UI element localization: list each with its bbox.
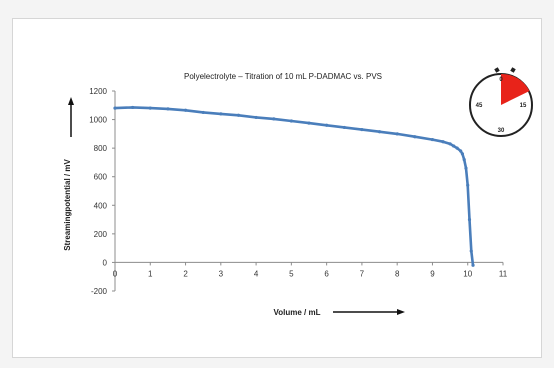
y-tick-label: 200 (94, 230, 108, 239)
data-point (289, 119, 293, 123)
data-point (460, 152, 465, 156)
x-axis-arrow (333, 309, 405, 315)
x-axis-label: Volume / mL (274, 308, 321, 317)
stopwatch-segment (501, 73, 530, 105)
y-axis-label: Streamingpotential / mV (63, 159, 72, 251)
x-tick-label: 7 (360, 269, 365, 278)
series-line (114, 106, 475, 266)
y-axis-arrow (68, 97, 74, 137)
x-tick-label: 3 (219, 269, 224, 278)
data-point (148, 106, 152, 110)
data-point (113, 106, 117, 110)
data-point (469, 249, 473, 253)
data-point (413, 135, 417, 139)
y-tick-label: 600 (94, 173, 108, 182)
data-point (467, 217, 472, 222)
data-point (307, 121, 311, 125)
stopwatch-label-30: 30 (498, 128, 505, 134)
x-tick-label: 0 (113, 269, 118, 278)
data-point (377, 130, 382, 134)
x-tick-label: 1 (148, 269, 153, 278)
data-point (201, 110, 205, 115)
data-point (448, 142, 452, 146)
y-tick-label: -200 (91, 287, 108, 296)
data-point (471, 263, 475, 267)
data-point (455, 146, 459, 150)
data-point (219, 112, 223, 116)
data-point (360, 127, 364, 132)
data-point (466, 183, 470, 187)
stopwatch-icon: 0 15 30 45 (469, 67, 533, 137)
data-point (254, 115, 258, 120)
data-point (459, 149, 463, 153)
data-point (342, 125, 346, 130)
x-tick-label: 2 (183, 269, 188, 278)
data-point (325, 123, 329, 127)
x-tick-label: 4 (254, 269, 259, 278)
data-point (272, 117, 276, 121)
x-tick-label: 10 (463, 269, 472, 278)
data-point (430, 137, 435, 142)
x-tick-label: 11 (499, 269, 508, 278)
data-point (441, 140, 445, 144)
stopwatch-label-45: 45 (476, 103, 483, 109)
data-point (166, 107, 170, 111)
stopwatch-label-0: 0 (499, 77, 503, 83)
data-point (452, 144, 456, 148)
y-tick-label: 1200 (89, 87, 107, 96)
x-tick-label: 5 (289, 269, 294, 278)
data-point (464, 166, 468, 170)
data-point (183, 108, 188, 112)
x-tick-label: 9 (430, 269, 435, 278)
data-point (462, 157, 466, 162)
y-tick-label: 0 (103, 258, 108, 267)
axes (114, 91, 503, 291)
data-point (236, 113, 241, 117)
data-point (131, 105, 135, 110)
x-tick-label: 6 (324, 269, 329, 278)
y-tick-label: 800 (94, 144, 108, 153)
data-point (395, 132, 399, 136)
y-tick-label: 400 (94, 201, 108, 210)
chart-svg: Polyelectrolyte – Titration of 10 mL P-D… (63, 67, 533, 317)
figure-card: Polyelectrolyte – Titration of 10 mL P-D… (12, 18, 542, 358)
x-tick-label: 8 (395, 269, 400, 278)
chart-title: Polyelectrolyte – Titration of 10 mL P-D… (184, 72, 382, 81)
stopwatch-label-15: 15 (520, 103, 527, 109)
y-tick-label: 1000 (89, 116, 107, 125)
series-layer (113, 105, 475, 267)
